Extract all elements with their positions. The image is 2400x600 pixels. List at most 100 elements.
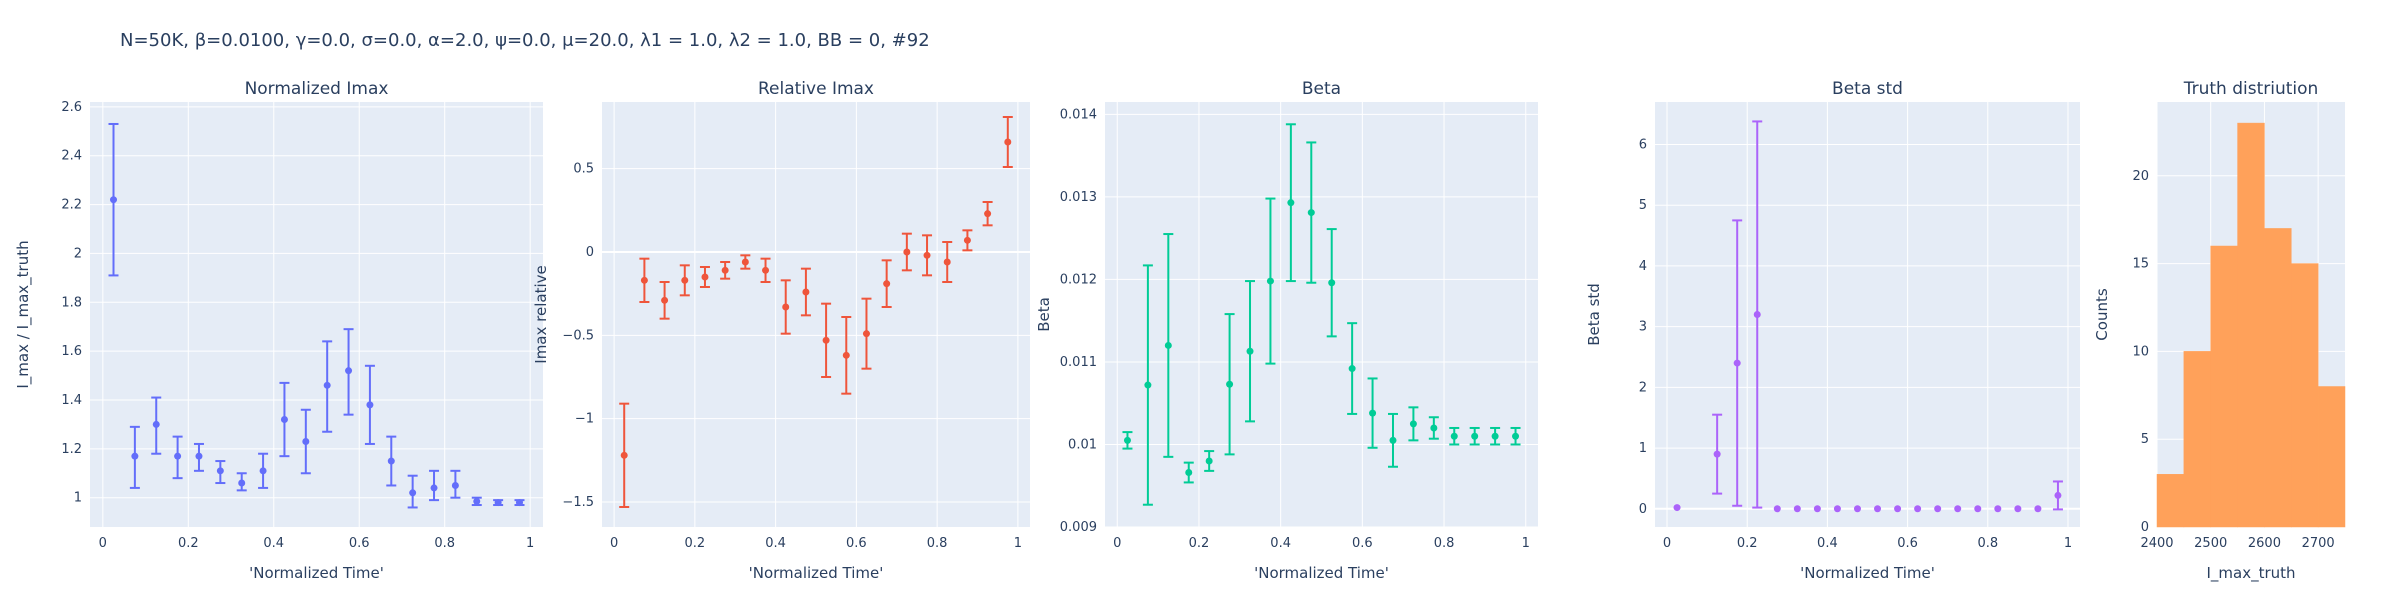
y-tick-label: 2.2 [61,198,82,213]
data-point [1874,505,1882,513]
y-tick-label: 3 [1639,320,1647,335]
data-point [1813,505,1821,513]
y-tick-label: 2 [74,246,82,261]
y-tick-label: 0 [2141,520,2149,535]
y-tick-label: 0 [1639,502,1647,517]
data-point [963,236,971,244]
x-tick-label: 1 [1522,536,1530,551]
x-tick-label: 0.8 [1434,536,1455,551]
histogram-bar [2237,122,2265,528]
data-point [1348,365,1356,373]
x-tick-label: 0.2 [1737,536,1758,551]
y-tick-label: 6 [1639,138,1647,153]
x-tick-label: 1 [526,536,534,551]
data-point [1004,138,1012,146]
data-point [302,438,310,446]
y-tick-label: 2 [1639,380,1647,395]
data-point [1853,505,1861,513]
data-point [1733,359,1741,367]
y-axis-title: Beta [1035,297,1053,332]
x-tick-label: 0.4 [263,536,284,551]
x-tick-label: 2500 [2194,536,2227,551]
y-tick-label: 0 [586,245,594,260]
y-tick-label: 0.014 [1060,107,1097,122]
data-point [1307,209,1315,217]
x-tick-label: 0.2 [1189,536,1210,551]
subplot-4: 0 0.2 0.4 0.6 0.8 1 0 1 2 3 4 5 6 Beta std 'Normalized… [1585,79,2080,582]
data-point [1934,505,1942,513]
y-tick-label: 2.4 [61,149,82,164]
histogram-bar [2264,228,2292,528]
data-point [1123,436,1131,444]
data-point [1974,505,1982,513]
data-point [741,258,749,266]
subplot-1: 0 0.2 0.4 0.6 0.8 1 1 1.2 1.4 1.6 1.8 2 2.2 2.4 2.6 Nor… [14,79,543,582]
data-point [1287,199,1295,207]
y-axis-title: Imax relative [532,265,550,363]
subplot-title: Beta [1302,79,1341,99]
y-tick-label: −1 [575,412,594,427]
x-tick-label: 0.4 [765,536,786,551]
data-point [1328,279,1336,287]
data-point [943,258,951,266]
data-point [494,499,502,507]
y-axis-title: Beta std [1585,283,1603,346]
y-tick-label: −0.5 [562,328,594,343]
y-tick-label: 2.6 [61,100,82,115]
plot-area [1655,102,2080,527]
data-point [259,467,267,475]
data-point [923,251,931,259]
data-point [661,296,669,304]
y-tick-label: 5 [1639,198,1647,213]
histogram-bar [2317,386,2346,528]
data-point [195,452,203,460]
data-point [1389,436,1397,444]
data-point [238,479,246,487]
data-point [1205,457,1213,465]
x-tick-label: 0.4 [1270,536,1291,551]
data-point [131,452,139,460]
y-tick-label: 0.009 [1060,520,1097,535]
data-point [345,367,353,375]
y-tick-label: 1 [1639,441,1647,456]
data-point [1266,277,1274,285]
data-point [1793,505,1801,513]
data-point [1753,311,1761,318]
y-tick-label: 1.4 [61,393,82,408]
data-point [1512,432,1520,440]
data-point [640,276,648,284]
data-point [280,416,288,424]
data-point [1450,432,1458,440]
x-tick-label: 0.8 [434,536,455,551]
data-point [1894,505,1902,513]
data-point [1430,424,1438,432]
x-axis-title: 'Normalized Time' [749,564,884,582]
subplot-title: Beta std [1832,79,1903,99]
data-point [782,303,790,311]
y-tick-label: 0.012 [1060,272,1097,287]
data-point [1471,432,1479,440]
figure-title: N=50K, β=0.0100, γ=0.0, σ=0.0, α=2.0, ψ=… [120,30,930,51]
histogram-bar [2156,474,2185,528]
x-tick-label: 0.2 [178,536,199,551]
y-tick-label: 20 [2132,169,2149,184]
data-point [1246,347,1254,355]
x-tick-label: 2700 [2302,536,2335,551]
histogram-bar [2210,245,2238,528]
x-tick-label: 0 [610,536,618,551]
y-tick-label: −1.5 [562,495,594,510]
plot-area [90,102,543,527]
x-tick-label: 1 [1014,536,1022,551]
x-tick-label: 0.8 [1977,536,1998,551]
data-point [984,210,992,218]
data-point [1409,420,1417,428]
x-tick-label: 0 [99,536,107,551]
x-tick-label: 0.6 [846,536,867,551]
data-point [1226,380,1234,388]
data-point [903,248,911,256]
data-point [701,273,709,281]
data-point [1994,505,2002,513]
plot-area [1105,102,1538,527]
y-tick-label: 4 [1639,259,1647,274]
data-point [2054,491,2062,499]
